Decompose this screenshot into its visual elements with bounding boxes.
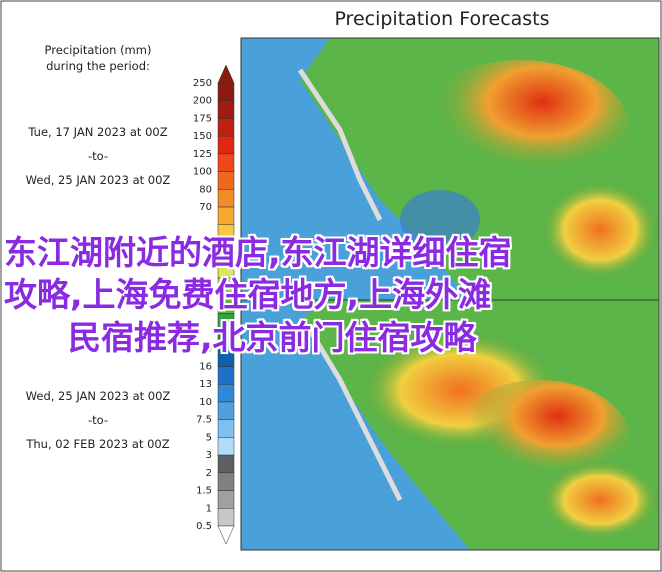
period-text: Wed, 25 JAN 2023 at 00Z: [26, 389, 171, 403]
colorbar-cell: [217, 401, 235, 420]
colorbar-cell: [217, 472, 235, 491]
colorbar-label: 16: [199, 362, 212, 373]
colorbar-label: 7.5: [196, 415, 212, 426]
period-text: Thu, 02 FEB 2023 at 00Z: [25, 437, 169, 451]
colorbar-cell: [217, 206, 235, 226]
overlay-text: 民宿推荐,北京前门住宿攻略: [68, 318, 477, 357]
colorbar-cell: [217, 100, 235, 119]
colorbar-cell: [217, 135, 235, 155]
colorbar-label: 20: [199, 344, 212, 355]
period-text: -to-: [88, 413, 108, 427]
colorbar-label: 100: [193, 167, 212, 178]
colorbar-cell: [217, 171, 235, 190]
colorbar-label: 3: [206, 450, 212, 461]
colorbar-label: 13: [199, 379, 212, 390]
colorbar-cell: [217, 419, 235, 438]
colorbar-label: 1.5: [196, 486, 212, 497]
colorbar-arrow: [217, 525, 235, 545]
colorbar-label: 150: [193, 131, 212, 142]
colorbar-arrow: [217, 64, 235, 84]
colorbar-label: 80: [199, 184, 212, 195]
colorbar-cell: [217, 490, 235, 509]
colorbar-label: 2: [206, 468, 212, 479]
colorbar-label: 250: [193, 78, 212, 89]
colorbar-label: 0.5: [196, 521, 212, 532]
legend-title: Precipitation (mm): [45, 43, 152, 57]
colorbar-cell: [217, 153, 235, 172]
colorbar-cell: [217, 454, 235, 474]
colorbar-label: 70: [199, 202, 212, 213]
period-text: -to-: [88, 149, 108, 163]
colorbar-label: 125: [193, 149, 212, 160]
colorbar-label: 175: [193, 113, 212, 124]
colorbar-cell: [217, 82, 235, 101]
colorbar-cell: [217, 508, 235, 527]
title: Precipitation Forecasts: [334, 8, 549, 30]
colorbar-label: 10: [199, 397, 212, 408]
colorbar-cell: [217, 383, 235, 403]
legend-title: during the period:: [46, 59, 150, 73]
overlay-text: 东江湖附近的酒店,东江湖详细住宿: [4, 233, 512, 272]
colorbar-cell: [217, 189, 235, 208]
overlay-text: 攻略,上海免费住宿地方,上海外滩: [4, 275, 492, 314]
colorbar: 250 200 175 150 125 100 80 70 20 16 13 10 7.5 5 3 2 1.5 1…: [193, 64, 235, 545]
period-text: Tue, 17 JAN 2023 at 00Z: [27, 125, 167, 139]
colorbar-label: 1: [206, 503, 212, 514]
period-text: Wed, 25 JAN 2023 at 00Z: [26, 173, 171, 187]
colorbar-label: 200: [193, 96, 212, 107]
colorbar-cell: [217, 118, 235, 137]
map-bottom: [240, 299, 660, 551]
colorbar-cell: [217, 366, 235, 385]
colorbar-label: 5: [206, 432, 212, 443]
colorbar-cell: [217, 437, 235, 456]
map-top: [240, 37, 660, 301]
